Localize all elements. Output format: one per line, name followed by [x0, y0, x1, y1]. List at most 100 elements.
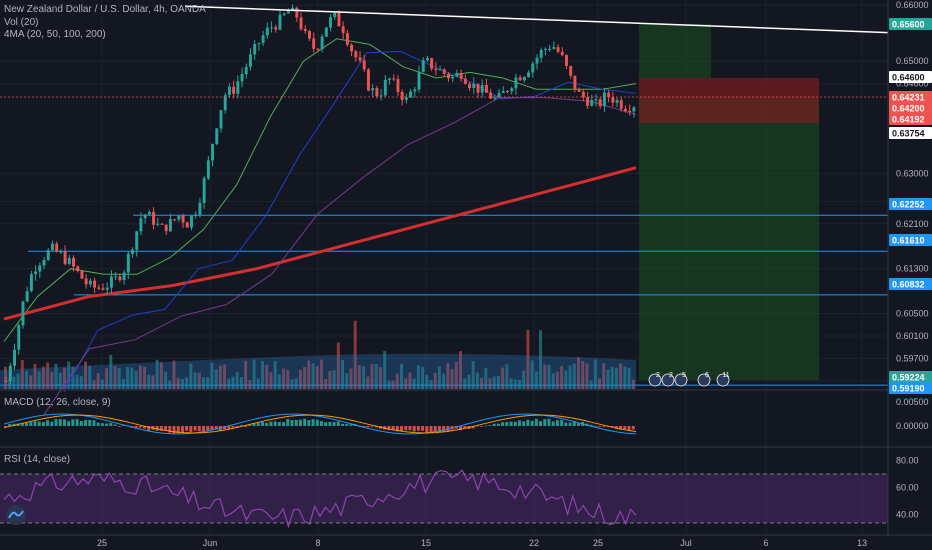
macd-histogram-bar — [349, 424, 353, 426]
candle-body — [337, 12, 341, 27]
volume-bar — [345, 373, 349, 389]
candle-body — [451, 76, 455, 79]
candle-body — [118, 276, 122, 281]
candle-body — [594, 99, 598, 101]
volume-bar — [454, 361, 458, 389]
candle-body — [253, 44, 257, 55]
volume-bar — [210, 362, 214, 389]
position-target-zone[interactable] — [639, 97, 819, 380]
volume-bar — [501, 367, 505, 389]
volume-bar — [159, 362, 163, 389]
macd-histogram-bar — [366, 426, 370, 428]
candle-body — [514, 77, 518, 89]
volume-bar — [539, 330, 543, 389]
volume-legend: Vol (20) — [4, 17, 39, 28]
candle-body — [409, 91, 413, 98]
candle-body — [543, 48, 547, 50]
volume-bar — [530, 360, 534, 389]
macd-histogram-bar — [539, 421, 543, 426]
macd-histogram-bar — [303, 418, 307, 426]
event-badge-count: 5 — [682, 372, 686, 379]
macd-histogram-bar — [223, 426, 227, 430]
volume-bar — [92, 380, 96, 389]
macd-histogram-bar — [252, 423, 256, 426]
macd-histogram-bar — [248, 424, 252, 426]
trendline[interactable] — [184, 5, 889, 34]
volume-bar — [572, 363, 576, 389]
candle-body — [190, 215, 193, 228]
candle-body — [615, 100, 619, 103]
moving-averages — [3, 38, 637, 415]
candle-body — [518, 77, 522, 81]
candle-body — [67, 257, 71, 264]
macd-histogram-bar — [100, 423, 104, 426]
candle-body — [480, 84, 484, 93]
macd-histogram-bar — [71, 419, 75, 426]
volume-bar — [551, 373, 555, 389]
time-axis[interactable]: 25 Jun 8 15 22 25 Jul 6 13 — [97, 538, 867, 548]
price-axis[interactable]: 0.660000.650000.646000.630000.625000.621… — [896, 0, 929, 386]
volume-bar — [366, 376, 370, 389]
candle-body — [598, 99, 602, 107]
macd-histogram-bar — [471, 426, 475, 429]
candle-body — [101, 288, 105, 290]
volume-bar — [311, 363, 315, 389]
macd-histogram-bar — [341, 423, 345, 426]
macd-histogram-bar — [92, 420, 96, 426]
candle-body — [21, 301, 25, 326]
macd-histogram-bar — [362, 426, 366, 428]
macd-histogram-bar — [577, 423, 580, 426]
macd-histogram-bar — [463, 426, 467, 428]
candle-body — [122, 272, 126, 281]
macd-histogram-bar — [307, 420, 311, 426]
volume-bar — [286, 369, 290, 389]
candle-body — [472, 83, 476, 89]
volume-bar — [303, 366, 307, 389]
volume-bar — [126, 367, 130, 389]
macd-histogram-bar — [492, 423, 496, 426]
volume-bar — [239, 377, 243, 389]
macd-histogram-bar — [159, 426, 163, 431]
volume-bar — [269, 372, 273, 389]
volume-bar — [248, 380, 252, 389]
candle-body — [131, 249, 134, 254]
macd-histogram-bar — [185, 426, 189, 431]
candle-body — [506, 90, 509, 92]
volume-bar — [610, 366, 614, 389]
macd-histogram-bar — [627, 426, 631, 431]
macd-histogram-bar — [298, 419, 302, 426]
volume-bar — [134, 371, 138, 389]
macd-histogram-bar — [155, 426, 159, 431]
volume-bar — [185, 377, 189, 389]
candle-body — [261, 35, 265, 44]
macd-histogram-bar — [20, 423, 24, 426]
volume-bar — [442, 373, 446, 389]
event-badges[interactable]: 2 2 5 6 11 — [648, 372, 730, 387]
volume-bar — [324, 379, 328, 389]
volume-bar — [353, 320, 357, 389]
candle-body — [156, 223, 160, 225]
price-tag-label: 0.65600 — [892, 20, 925, 30]
candle-body — [295, 7, 299, 18]
volume-bar — [164, 371, 168, 389]
macd-histogram-bar — [202, 426, 205, 432]
tradingview-logo[interactable] — [6, 505, 26, 525]
volume-bar — [555, 371, 559, 389]
macd-histogram-bar — [391, 426, 395, 431]
position-stop-zone[interactable] — [639, 78, 819, 123]
position-entry-zone[interactable] — [639, 24, 711, 78]
macd-histogram-bar — [315, 419, 319, 426]
macd-histogram-bar — [244, 426, 248, 427]
candle-body — [303, 28, 307, 32]
candle-body — [109, 276, 113, 288]
macd-histogram-bar — [180, 426, 184, 433]
volume-bar — [459, 351, 462, 389]
candle-body — [628, 110, 632, 112]
volume-bar — [614, 367, 618, 389]
candle-body — [97, 287, 101, 289]
time-tick-label: Jun — [203, 538, 218, 548]
ma-50-line — [63, 50, 637, 393]
volume-bar — [273, 360, 277, 389]
macd-histogram-bar — [282, 422, 286, 426]
